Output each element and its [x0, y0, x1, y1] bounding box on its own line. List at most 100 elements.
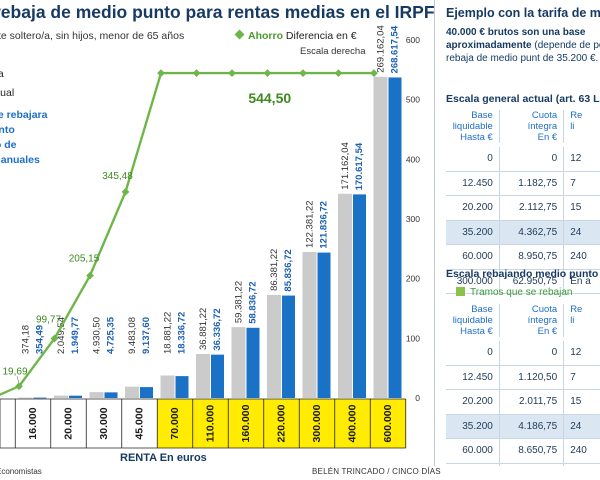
table1-title: Escala general actual (art. 63 L [446, 93, 600, 105]
y-tick-label: 600 [406, 35, 420, 45]
legend-label-b: ctual [0, 87, 15, 99]
side-panel: Ejemplo con la tarifa de m 40.000 € brut… [446, 0, 600, 466]
data-label-gray: 4.930,50 [92, 317, 103, 354]
legend-label-c1: se rebajara [0, 109, 48, 121]
table-row: 0 0 12 [446, 147, 600, 172]
line-marker [263, 69, 272, 78]
table-cell: 2.011,75 [499, 389, 565, 415]
legend-label-a: da [0, 68, 4, 80]
data-label-blue: 170.617,54 [354, 142, 365, 190]
y-tick-label: 400 [406, 154, 420, 164]
line-label-main: 544,50 [248, 90, 291, 106]
bar-blue [104, 392, 118, 398]
table-cell: 24 [563, 414, 600, 439]
data-label-gray: 86.381,22 [269, 249, 280, 291]
line-marker [121, 187, 130, 196]
x-axis-title: RENTA En euros [120, 452, 207, 464]
bar-gray [302, 251, 317, 398]
column-header-line: liquidable [452, 315, 493, 326]
credit: BELÉN TRINCADO / CINCO DÍAS [312, 467, 441, 476]
table-cell: 20.200 [446, 389, 500, 415]
bar-gray [267, 294, 281, 398]
chart: 0 100 200 300 400 500 600 16.000 20.000 30.000 45.… [0, 25, 420, 449]
legend-escala: Escala derecha [300, 46, 366, 57]
table-cell: 0 [499, 341, 565, 366]
line-marker [192, 69, 201, 78]
bar-blue [69, 395, 82, 398]
data-label-blue: 268.617,54 [390, 25, 401, 73]
x-tick-label: 70.000 [169, 407, 181, 439]
table-cell: En a [563, 463, 600, 466]
bar-gray [196, 353, 210, 398]
data-label-blue: 121.836,72 [319, 201, 330, 249]
side-text-normal: (depende de por eso la rebaja de medio p… [446, 40, 600, 64]
table-cell: 0 [446, 341, 500, 366]
data-label-blue: 58.836,72 [248, 282, 259, 324]
table-cell: En a [563, 269, 600, 294]
tramos-label: Tramos que se rebajan [470, 287, 573, 298]
table-cell: 15 [563, 389, 600, 415]
column-header-line: En € [537, 132, 558, 143]
x-tick-label: 20.000 [63, 407, 75, 439]
column-header-line: íntegra [527, 121, 558, 132]
table-cell: 35.200 [446, 220, 500, 245]
table-row: 0 0 12 [446, 341, 600, 366]
table-cell: 12 [563, 341, 600, 366]
column-header-line: liquidable [452, 121, 493, 132]
legend-label-c: se rebajara unto jo de € anuales [0, 108, 47, 168]
y-tick-label: 300 [406, 214, 420, 224]
bar-gray [18, 397, 33, 399]
line-label: 19,69 [2, 366, 27, 377]
legend-label-c3: jo de [0, 139, 17, 151]
data-label-gray: 2.049,54 [56, 317, 67, 354]
table-cell: 0 [446, 147, 500, 172]
table-cell: 300.000 [446, 463, 500, 466]
table-row: 60.000 8.950,75 240 [446, 244, 600, 270]
table-cell: 1.120,50 [499, 365, 565, 390]
bar-blue [353, 194, 366, 398]
table-cell: 1.182,75 [499, 171, 565, 196]
column-header: Cuota íntegra En € [499, 304, 565, 337]
line-label: 99,77 [36, 314, 61, 325]
bar-blue [282, 295, 295, 398]
table-row: 20.200 2.112,75 15 [446, 195, 600, 221]
legend-ahorro-label: Ahorro [248, 30, 283, 42]
table-cell: 4.362,75 [499, 220, 565, 245]
table-cell: 20.200 [446, 195, 500, 221]
x-tick-label: 110.000 [205, 405, 217, 443]
data-label-gray: 269.162,04 [376, 25, 387, 73]
column-header-line: Re [570, 304, 583, 315]
table2-title: Escala rebajando medio punto [446, 268, 599, 280]
x-tick-label: 400.000 [347, 404, 359, 442]
source-note: Economistas [0, 467, 42, 476]
data-label-gray: 18.881,22 [163, 312, 174, 354]
table-cell: 12 [563, 147, 600, 172]
data-label-gray: 122.381,22 [305, 200, 316, 248]
legend-ahorro: Ahorro Diferencia en € [234, 29, 357, 42]
line-marker [86, 271, 94, 280]
table-escala-actual: Base liquidable Hasta € Cuota íntegra En € Re l… [446, 110, 600, 294]
x-tick-label: 160.000 [240, 404, 252, 442]
x-tick-label: 45.000 [134, 407, 146, 439]
bar-gray [231, 327, 246, 398]
table-cell: 62.650,75 [499, 463, 565, 466]
column-header-line: Cuota [531, 304, 558, 315]
bar-blue [211, 354, 224, 398]
table-cell: 8.950,75 [499, 244, 565, 270]
table-cell: 8.650,75 [499, 438, 565, 464]
table-row: 20.200 2.011,75 15 [446, 389, 600, 415]
table-cell: 300.000 [446, 269, 500, 294]
column-header-line [570, 132, 600, 143]
bar-blue [33, 397, 47, 399]
column-header-line: li [570, 121, 575, 132]
line-marker [299, 69, 307, 78]
table-cell: 0 [499, 147, 565, 172]
highlight-band [157, 399, 406, 448]
column-header-line: Hasta € [460, 132, 493, 143]
data-label-blue: 1.949,77 [70, 317, 81, 354]
table-cell: 7 [563, 171, 600, 196]
table-cell: 60.000 [446, 438, 500, 464]
table-cell: 240 [563, 438, 600, 464]
panel-divider [434, 0, 435, 466]
y-tick-label: 500 [406, 95, 420, 105]
